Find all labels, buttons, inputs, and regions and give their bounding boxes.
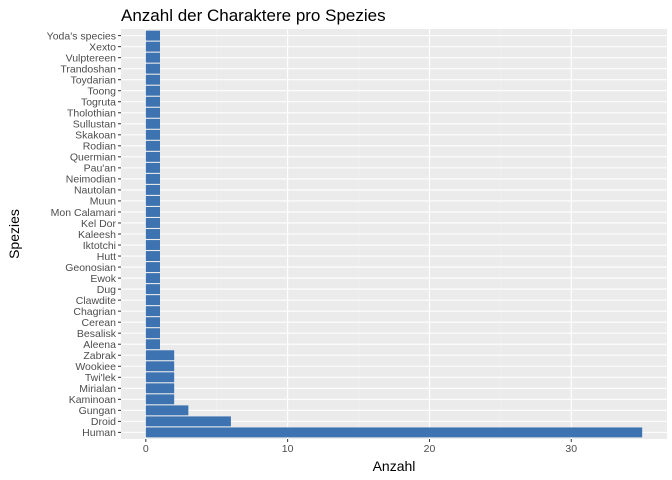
y-tick-label: Dug: [97, 284, 116, 296]
y-tick-label: Toong: [87, 86, 116, 98]
bar: [145, 184, 160, 195]
y-tick-label: Skakoan: [75, 130, 116, 142]
bar: [145, 405, 189, 416]
x-axis-title: Anzahl: [373, 458, 416, 474]
bar: [145, 229, 160, 239]
y-tick-label: Besalisk: [77, 328, 117, 340]
y-tick-label: Human: [82, 427, 116, 439]
bar: [145, 162, 160, 173]
y-tick-label: Kaleesh: [78, 229, 116, 241]
y-tick-label: Pau'an: [84, 163, 117, 175]
bar: [145, 74, 160, 85]
bar: [145, 52, 160, 63]
bar: [145, 251, 160, 262]
x-tick-label: 30: [565, 443, 577, 455]
bar: [145, 129, 160, 140]
y-tick-label: Quermian: [70, 152, 116, 164]
bar: [145, 140, 160, 151]
y-tick-label: Trandoshan: [60, 63, 116, 75]
bar: [145, 85, 160, 96]
bar: [145, 96, 160, 107]
bar: [145, 427, 643, 438]
y-tick-label: Iktotchi: [83, 240, 116, 252]
y-tick-label: Wookiee: [75, 361, 116, 373]
bar: [145, 394, 175, 405]
bar: [145, 30, 160, 41]
y-tick-label: Twi'lek: [85, 372, 117, 384]
y-tick-label: Tholothian: [67, 108, 116, 120]
y-tick-label: Sullustan: [73, 119, 116, 131]
bar: [145, 107, 160, 118]
bar: [145, 295, 160, 306]
y-tick-label: Kaminoan: [69, 394, 116, 406]
bar: [145, 240, 160, 250]
y-tick-label: Mon Calamari: [51, 207, 116, 219]
bar: [145, 273, 160, 284]
chart-title: Anzahl der Charaktere pro Spezies: [121, 6, 386, 25]
y-tick-label: Cerean: [82, 317, 117, 329]
y-tick-label: Ewok: [90, 273, 116, 285]
bar: [145, 118, 160, 129]
y-axis-title: Spezies: [6, 209, 22, 259]
y-tick-label: Chagrian: [73, 306, 116, 318]
bar: [145, 328, 160, 339]
y-tick-label: Aleena: [83, 339, 116, 351]
y-tick-label: Geonosian: [65, 262, 116, 274]
bar: [145, 63, 160, 74]
bar: [145, 361, 175, 372]
bar: [145, 218, 160, 228]
bar: [145, 317, 160, 328]
grid-lines: [121, 29, 667, 439]
bar: [145, 339, 160, 350]
y-tick-label: Nautolan: [74, 185, 116, 197]
x-tick-label: 10: [282, 443, 294, 455]
x-axis: 0 10 20 30: [143, 439, 577, 455]
y-tick-label: Yoda's species: [47, 30, 116, 42]
x-tick-label: 20: [424, 443, 436, 455]
bar: [145, 306, 160, 317]
bar: [145, 350, 175, 361]
y-tick-label: Clawdite: [76, 295, 116, 307]
bar: [145, 173, 160, 184]
bar: [145, 151, 160, 162]
bar: [145, 41, 160, 52]
bars: [145, 30, 643, 438]
y-tick-label: Gungan: [79, 405, 117, 417]
bar: [145, 195, 160, 206]
y-tick-label: Neimodian: [66, 174, 116, 186]
y-tick-label: Kel Dor: [81, 218, 117, 230]
bar: [145, 416, 231, 427]
y-tick-label: Hutt: [97, 251, 116, 263]
bar: [145, 372, 175, 383]
bar: [145, 383, 175, 394]
y-tick-label: Toydarian: [70, 74, 116, 86]
y-tick-label: Muun: [90, 196, 116, 208]
bar: [145, 206, 160, 217]
y-tick-label: Zabrak: [83, 350, 116, 362]
y-tick-label: Xexto: [89, 41, 116, 53]
x-tick-label: 0: [143, 443, 149, 455]
bar: [145, 284, 160, 295]
y-tick-label: Rodian: [83, 141, 116, 153]
bar: [145, 262, 160, 273]
y-tick-label: Vulptereen: [66, 52, 117, 64]
y-tick-label: Togruta: [81, 97, 116, 109]
y-tick-label: Mirialan: [79, 383, 116, 395]
y-tick-label: Droid: [91, 416, 116, 428]
y-axis: HumanDroidGunganKaminoanMirialanTwi'lekW…: [47, 30, 121, 439]
